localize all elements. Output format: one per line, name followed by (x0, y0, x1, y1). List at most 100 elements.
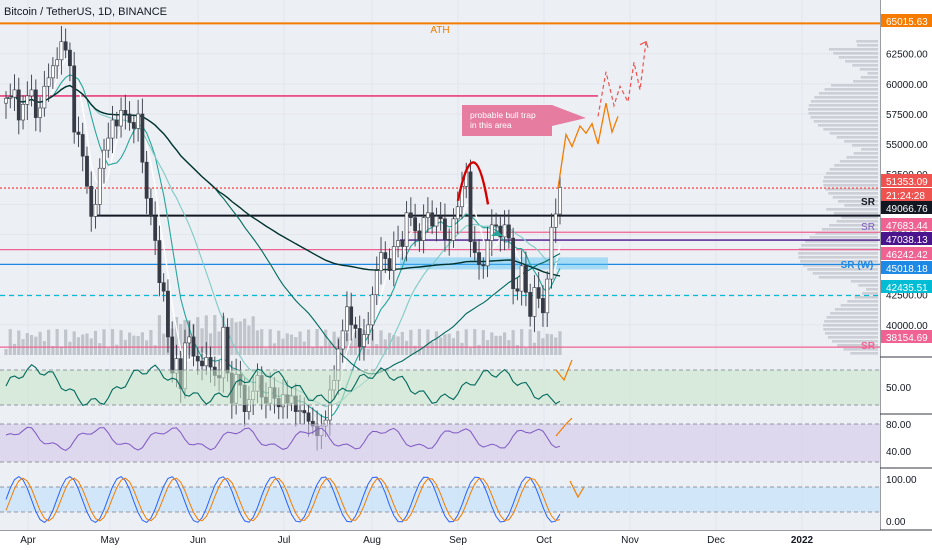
volume-bar (289, 334, 294, 355)
candle-body (195, 355, 200, 362)
price-label-text: 21:24:28 (886, 191, 925, 202)
symbol-title: Bitcoin / TetherUS, 1D, BINANCE (4, 6, 168, 18)
volume-profile-bar (860, 76, 878, 79)
candle-body (140, 113, 145, 163)
volume-profile-bar (862, 292, 878, 295)
candle-body (396, 240, 400, 247)
candle-body (63, 41, 68, 51)
candle-body (447, 239, 452, 241)
volume-bar (243, 318, 247, 355)
volume-bar (498, 335, 502, 355)
stoch-d-line (5, 477, 561, 522)
volume-profile-bar (823, 328, 878, 331)
volume-bar (196, 317, 200, 355)
candle-body (370, 294, 375, 326)
candle-body (157, 240, 162, 283)
volume-bar (400, 331, 404, 355)
volume-bar (324, 329, 328, 355)
candle-body (225, 326, 230, 374)
price-label-box (881, 280, 932, 293)
volume-bar (81, 334, 85, 355)
volume-bar (456, 330, 460, 355)
candle-body (55, 59, 60, 67)
annotation-sr: SR (861, 197, 876, 208)
volume-profile-bar (829, 132, 878, 135)
candle-body (114, 119, 119, 127)
volume-profile-bar (813, 120, 878, 123)
volume-profile-bar (843, 348, 878, 351)
volume-bar (417, 329, 421, 355)
volume-profile-bar (814, 96, 878, 99)
volume-bar (481, 330, 485, 355)
candle-body (200, 360, 204, 367)
volume-bar (528, 329, 532, 355)
candle-body (72, 65, 77, 133)
price-label-box (881, 188, 932, 201)
candle-body (506, 224, 511, 239)
volume-profile-bar (798, 252, 878, 255)
candle-body (191, 336, 196, 357)
candle-body (455, 206, 460, 220)
annotation-sr-purple: SR (861, 222, 875, 233)
indicator-band (0, 370, 880, 405)
rsi-line (5, 363, 561, 406)
volume-bar (549, 334, 554, 355)
candle-body (8, 96, 13, 99)
candle-body (204, 357, 209, 367)
volume-bar (537, 330, 541, 355)
time-tick-label: Sep (449, 535, 467, 546)
callout-text-line1: probable bull trap (470, 110, 536, 120)
volume-profile-bar (808, 104, 878, 107)
volume-bar (311, 346, 315, 355)
candle-body (166, 290, 170, 338)
volume-profile-bar (826, 316, 878, 319)
candle-body (21, 104, 25, 121)
candle-body (85, 155, 89, 187)
volume-profile-bar (823, 176, 878, 179)
volume-bar (375, 344, 379, 355)
volume-profile-bar (834, 164, 878, 167)
volume-profile-bar (826, 172, 878, 175)
candle-body (515, 288, 520, 292)
price-label-text: 38154.69 (886, 333, 928, 344)
volume-bar (4, 349, 8, 355)
candle-body (472, 241, 477, 253)
candle-body (391, 246, 396, 271)
volume-bar (443, 334, 447, 355)
candle-body (38, 107, 42, 118)
candle-body (379, 252, 383, 271)
price-label-text: 49066.76 (886, 204, 928, 215)
volume-bar (17, 330, 21, 355)
volume-profile-bar (829, 168, 878, 171)
volume-profile-bar (824, 320, 878, 323)
volume-bar (285, 333, 289, 355)
price-label-text: 47038.13 (886, 235, 928, 246)
candle-body (144, 161, 149, 199)
candle-body (89, 185, 94, 217)
volume-profile-bar (818, 92, 878, 95)
volume-profile-bar (853, 152, 878, 155)
candle-body (425, 212, 430, 218)
candle-body (340, 330, 345, 350)
candle-body (80, 134, 85, 157)
volume-bar (272, 343, 277, 355)
volume-profile-bar (834, 308, 878, 311)
candle-body (50, 65, 55, 79)
volume-profile-bar (830, 312, 878, 315)
candle-body (536, 287, 541, 299)
volume-bar (439, 337, 443, 355)
volume-bar (366, 348, 370, 355)
volume-profile-bar (812, 272, 878, 275)
price-label-box (881, 174, 932, 187)
candle-body (519, 265, 524, 292)
volume-profile-bar (858, 284, 878, 287)
candle-body (97, 167, 102, 205)
volume-bar (213, 315, 217, 355)
volume-profile-bar (798, 256, 878, 259)
price-tick-label: 40000.00 (886, 321, 928, 332)
candle-body (549, 226, 554, 280)
volume-profile-bar (800, 260, 878, 263)
price-label-text: 45018.18 (886, 264, 928, 275)
volume-bar (332, 331, 336, 355)
